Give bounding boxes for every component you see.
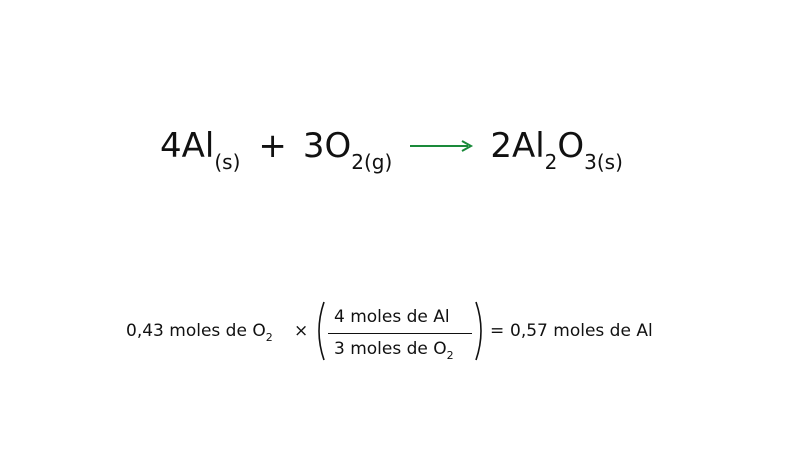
plus-sign: + (258, 126, 287, 166)
given-subscript: 2 (265, 331, 273, 344)
reactant-oxygen-subscript: 2(g) (351, 150, 393, 174)
product-aluminum-oxide: 2Al2O3(s) (490, 126, 623, 174)
product-formula-part2: O (557, 126, 585, 166)
reactant-oxygen-formula: 3O (302, 126, 352, 166)
product-subscript2: 3(s) (584, 150, 623, 174)
reaction-arrow-icon (410, 139, 474, 152)
denominator-subscript: 2 (446, 349, 454, 362)
fraction-denominator: 3 moles de O2 (334, 338, 454, 362)
right-parenthesis-icon (475, 301, 482, 361)
product-subscript1: 2 (544, 150, 558, 174)
given-quantity: 0,43 moles de O2 (126, 320, 273, 344)
fraction-numerator: 4 moles de Al (334, 307, 450, 327)
denominator-text: 3 moles de O (334, 339, 447, 359)
reactant-aluminum-formula: 4Al (160, 126, 215, 166)
equals-sign: = (490, 321, 505, 341)
reactant-oxygen: 3O2(g) (302, 126, 392, 174)
equation-row: 4Al(s) +3O2(g) 2Al2O3(s) (160, 122, 623, 174)
times-sign: × (294, 321, 309, 341)
chemical-equation: 4Al(s) +3O2(g) 2Al2O3(s) (0, 122, 800, 182)
left-parenthesis-icon (318, 301, 325, 361)
fraction-bar (328, 333, 472, 334)
result-quantity: 0,57 moles de Al (510, 321, 653, 341)
given-text: 0,43 moles de O (126, 321, 266, 341)
reactant-aluminum: 4Al(s) (160, 126, 240, 174)
product-formula-part1: 2Al (490, 126, 545, 166)
reactant-aluminum-state: (s) (214, 150, 241, 174)
